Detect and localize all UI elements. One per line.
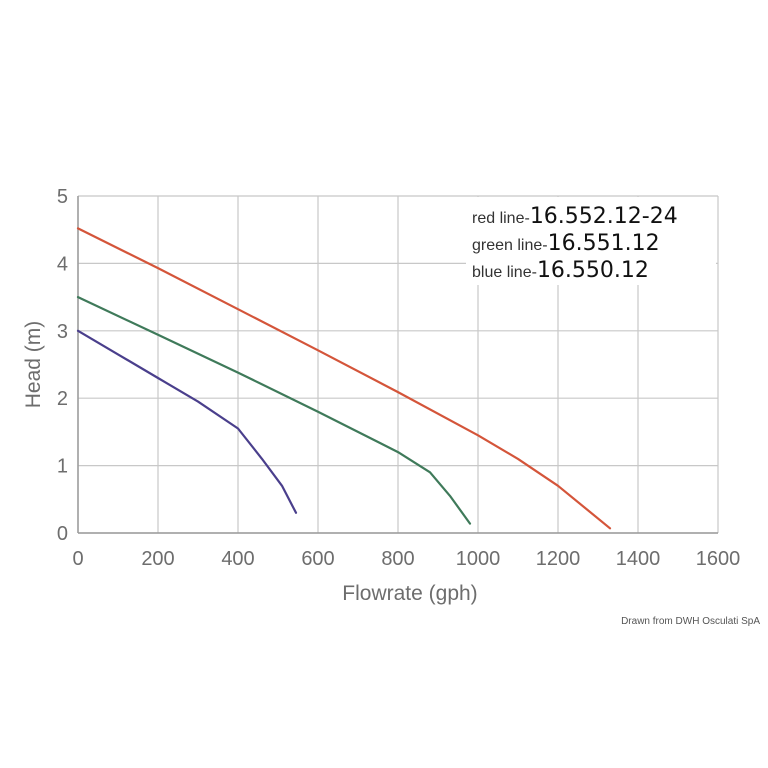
tick-labels: 0 200 400 600 800 1000 1200 1400 1600 0 1 2 3 4 5 [57,186,740,570]
x-tick-label: 1200 [536,548,581,570]
y-tick-label: 2 [57,388,68,410]
x-tick-label: 1600 [696,548,741,570]
y-tick-label: 1 [57,456,68,478]
y-tick-label: 3 [57,321,68,343]
series-line-2 [76,329,298,514]
y-tick-label: 4 [57,253,68,275]
legend-code: 16.552.12-24 [530,204,678,229]
legend-code: 16.551.12 [548,231,660,256]
x-tick-label: 1000 [456,548,501,570]
y-tick-label: 5 [57,186,68,208]
x-tick-label: 600 [301,548,334,570]
x-tick-label: 200 [141,548,174,570]
legend-entry-2: blue line-16.550.12 [472,258,649,283]
legend-box [466,197,716,285]
legend-prefix: blue line- [472,264,537,281]
x-tick-label: 0 [72,548,83,570]
credit-note: Drawn from DWH Osculati SpA [621,616,760,627]
x-axis-title: Flowrate (gph) [342,582,477,605]
x-tick-label: 800 [381,548,414,570]
series-line-0 [76,227,612,530]
series-lines [76,227,612,530]
x-tick-label: 1400 [616,548,661,570]
x-tick-label: 400 [221,548,254,570]
legend-code: 16.550.12 [537,258,649,283]
series-line-1 [76,296,472,525]
legend-prefix: red line- [472,210,530,227]
y-tick-label: 0 [57,523,68,545]
legend-entry-1: green line-16.551.12 [472,231,660,256]
y-axis-title: Head (m) [22,321,45,409]
legend-prefix: green line- [472,237,548,254]
legend-entry-0: red line-16.552.12-24 [472,204,678,229]
